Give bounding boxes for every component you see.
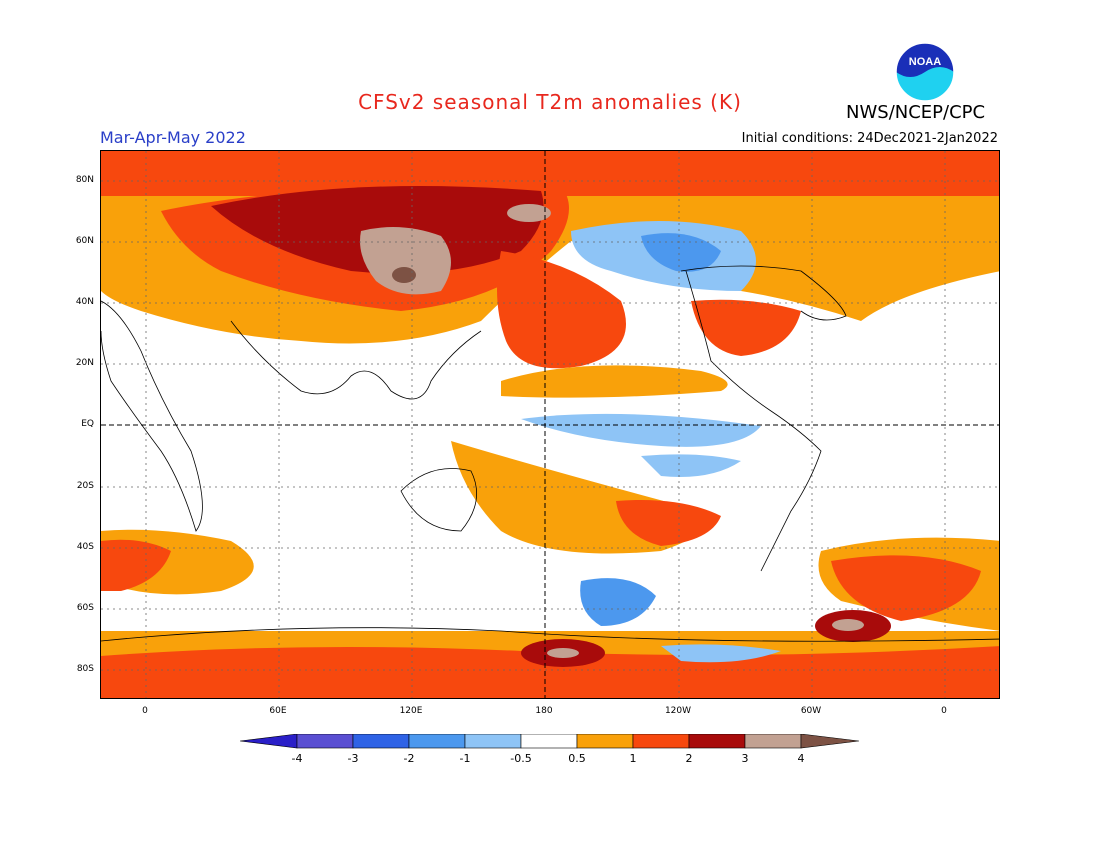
org-label: NWS/NCEP/CPC <box>846 102 986 123</box>
colorbar-label: 2 <box>685 752 693 765</box>
colorbar-label: 4 <box>797 752 805 765</box>
lat-label: 60S <box>76 603 94 613</box>
colorbar <box>240 734 860 749</box>
colorbar-label: -2 <box>403 752 415 765</box>
colorbar-label: -0.5 <box>510 752 532 765</box>
svg-text:NOAA: NOAA <box>909 56 941 68</box>
graticule <box>101 151 999 698</box>
lat-label: 80S <box>76 664 94 674</box>
initial-conditions: Initial conditions: 24Dec2021-2Jan2022 <box>741 131 998 146</box>
lon-label: 60W <box>800 706 822 716</box>
forecast-period: Mar-Apr-May 2022 <box>100 128 246 147</box>
colorbar-cell <box>520 734 578 749</box>
colorbar-cell <box>576 734 634 749</box>
lat-label: 40S <box>76 542 94 552</box>
colorbar-cell <box>240 734 298 749</box>
lon-label: 0 <box>941 706 947 716</box>
lon-label: 60E <box>269 706 287 716</box>
lon-label: 120W <box>664 706 692 716</box>
colorbar-cell <box>632 734 690 749</box>
map-canvas <box>101 151 999 698</box>
lat-label: 20S <box>76 481 94 491</box>
colorbar-label: 0.5 <box>568 752 586 765</box>
lat-label: 60N <box>75 236 94 246</box>
coastlines <box>101 265 999 642</box>
colorbar-label: 1 <box>629 752 637 765</box>
lat-label: 80N <box>75 175 94 185</box>
colorbar-cell <box>352 734 410 749</box>
colorbar-label: -1 <box>459 752 471 765</box>
colorbar-cell <box>408 734 466 749</box>
colorbar-label: -4 <box>291 752 303 765</box>
lat-label: 20N <box>75 358 94 368</box>
lon-label: 0 <box>142 706 148 716</box>
colorbar-cell <box>688 734 746 749</box>
colorbar-cell <box>744 734 802 749</box>
colorbar-label: 3 <box>741 752 749 765</box>
colorbar-cell <box>800 734 860 749</box>
lon-label: 120E <box>399 706 423 716</box>
colorbar-cell <box>464 734 522 749</box>
colorbar-label: -3 <box>347 752 359 765</box>
map-title: CFSv2 seasonal T2m anomalies (K) <box>358 90 742 114</box>
colorbar-cell <box>296 734 354 749</box>
lon-label: 180 <box>535 706 553 716</box>
anomaly-map <box>100 150 1000 699</box>
lat-label: 40N <box>75 297 94 307</box>
noaa-logo: NOAA <box>895 42 955 102</box>
lat-label: EQ <box>81 419 94 429</box>
